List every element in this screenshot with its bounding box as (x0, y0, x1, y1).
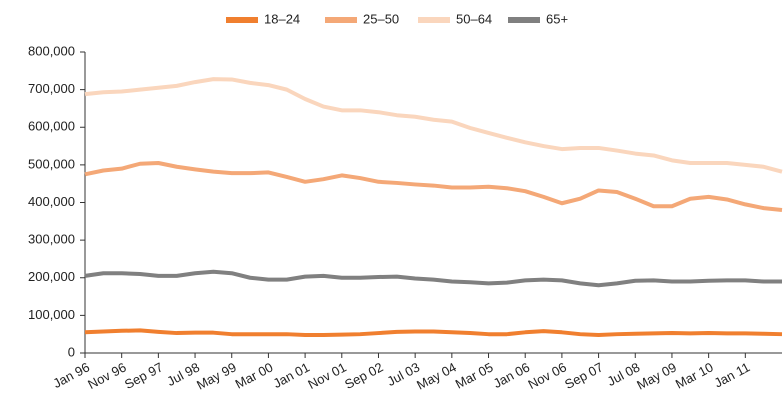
y-tick-label: 600,000 (28, 119, 75, 134)
x-tick-label: Mar 10 (673, 359, 716, 391)
legend-label: 50–64 (456, 11, 492, 26)
x-tick-label: Mar 05 (453, 359, 496, 391)
series-line (84, 160, 783, 213)
series-line (84, 328, 783, 337)
y-tick-label: 0 (68, 344, 75, 359)
series-line (84, 269, 782, 288)
y-tick-label: 400,000 (28, 194, 75, 209)
x-tick-label: Sep 07 (562, 359, 605, 392)
y-tick-label: 700,000 (28, 81, 75, 96)
x-tick-label: Mar 00 (233, 359, 276, 391)
x-tick-label: Sep 97 (122, 359, 165, 392)
x-tick-label: Jan 96 (51, 359, 93, 391)
y-tick-label: 800,000 (28, 43, 75, 58)
x-tick-label: Jan 01 (271, 359, 313, 391)
legend-label: 25–50 (363, 11, 399, 26)
x-tick-label: Jan 11 (712, 359, 753, 390)
y-tick-label: 200,000 (28, 269, 75, 284)
y-tick-label: 300,000 (28, 232, 75, 247)
series-line (84, 77, 783, 174)
x-tick-label: May 04 (414, 359, 459, 392)
x-tick-label: Nov 96 (85, 359, 128, 392)
x-tick-label: Nov 01 (305, 359, 348, 392)
x-tick-label: Sep 02 (342, 359, 385, 392)
legend-label: 18–24 (264, 11, 300, 26)
x-tick-label: May 99 (194, 359, 239, 392)
y-tick-label: 100,000 (28, 307, 75, 322)
x-tick-label: Nov 06 (525, 359, 568, 392)
x-tick-label: May 09 (634, 359, 679, 392)
legend-label: 65+ (546, 11, 568, 26)
y-tick-label: 500,000 (28, 156, 75, 171)
x-tick-label: Jan 06 (491, 359, 533, 391)
